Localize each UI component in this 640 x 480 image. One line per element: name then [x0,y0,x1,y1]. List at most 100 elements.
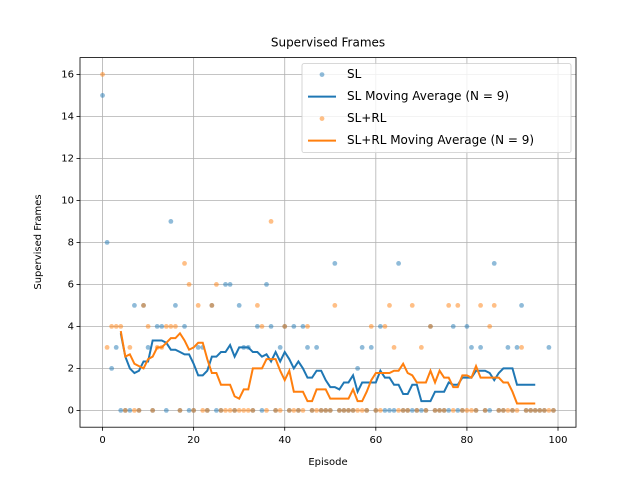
chart-title: Supervised Frames [271,36,385,50]
y-tick-label: 16 [61,69,74,80]
scatter-point [127,345,133,350]
scatter-point [150,408,156,413]
scatter-point [127,408,133,413]
scatter-point [359,345,365,350]
scatter-point [159,324,165,329]
scatter-point [336,408,342,413]
scatter-point [214,282,219,287]
scatter-point [455,303,461,308]
scatter-point [227,408,233,413]
scatter-point [327,408,333,413]
scatter-point [241,408,247,413]
scatter-point [314,408,320,413]
legend-label: SL Moving Average (N = 9) [347,89,509,103]
x-tick-label: 40 [278,435,291,446]
scatter-point [491,303,497,308]
scatter-point [500,408,506,413]
scatter-point [204,408,210,413]
scatter-point [300,324,306,329]
scatter-point [464,408,470,413]
scatter-point [186,282,192,287]
legend: SL SL Moving Average (N = 9) SL+RL SL+RL Mo… [301,63,572,153]
y-tick-label: 6 [68,279,74,290]
scatter-point [309,408,315,413]
scatter-point [173,303,178,308]
scatter-point [346,408,351,413]
scatter-point [377,324,383,329]
scatter-point [177,408,183,413]
scatter-point [450,324,456,329]
moving-average-line [119,330,536,405]
scatter-point [286,408,292,413]
scatter-point [418,345,424,350]
x-axis-label: Episode [308,457,347,468]
scatter-point [277,408,283,413]
axes-frame [79,57,577,428]
scatter-point [487,324,493,329]
y-tick-label: 4 [68,321,74,332]
scatter-point [122,408,128,413]
scatter-point [473,408,479,413]
scatter-point [432,408,438,413]
scatter-point [323,408,329,413]
scatter-point [405,408,411,413]
scatter-point [154,324,160,329]
scatter-point [373,408,379,413]
scatter-point [250,408,256,413]
scatter-point [314,345,320,350]
scatter-point [264,282,269,287]
scatter-point [478,345,483,350]
scatter-point [528,408,534,413]
scatter-point [377,408,383,413]
scatter-point [255,324,260,329]
legend-marker [319,72,325,77]
scatter-point [168,219,174,224]
scatter-point [195,345,201,350]
scatter-point [532,408,538,413]
scatter-point [332,303,338,308]
scatter-point [232,408,238,413]
scatter-point [141,303,146,308]
scatter-point [109,324,115,329]
scatter-point [109,366,115,371]
scatter-point [355,366,361,371]
y-tick-label: 12 [61,153,74,164]
scatter-point [227,282,233,287]
scatter-point [163,408,169,413]
scatter-point [428,324,433,329]
scatter-point [268,219,274,224]
scatter-point [113,324,119,329]
scatter-point [104,345,110,350]
scatter-point [305,324,310,329]
scatter-point [318,408,324,413]
scatter-point [145,345,151,350]
scatter-point [218,408,224,413]
scatter-point [186,408,192,413]
legend-label: SL [347,67,362,81]
scatter-point [382,408,388,413]
scatter-point [437,408,442,413]
scatter-point [273,408,279,413]
scatter-point [551,408,556,413]
scatter-point [505,408,511,413]
scatter-point [396,408,401,413]
x-tick-label: 80 [461,435,474,446]
scatter-point [236,408,242,413]
scatter-point [173,324,178,329]
scatter-point [282,324,288,329]
scatter-point [104,240,110,245]
scatter-point [236,303,242,308]
scatter-point [391,408,397,413]
scatter-point [132,303,137,308]
scatter-point [168,324,174,329]
scatter-point [478,303,483,308]
scatter-point [259,408,265,413]
legend-label: SL+RL [347,111,387,125]
scatter-point [450,408,456,413]
scatter-point [350,408,356,413]
scatter-point [264,408,269,413]
scatter-point [277,345,283,350]
scatter-point [519,303,524,308]
scatter-point [446,408,452,413]
scatter-point [195,303,201,308]
